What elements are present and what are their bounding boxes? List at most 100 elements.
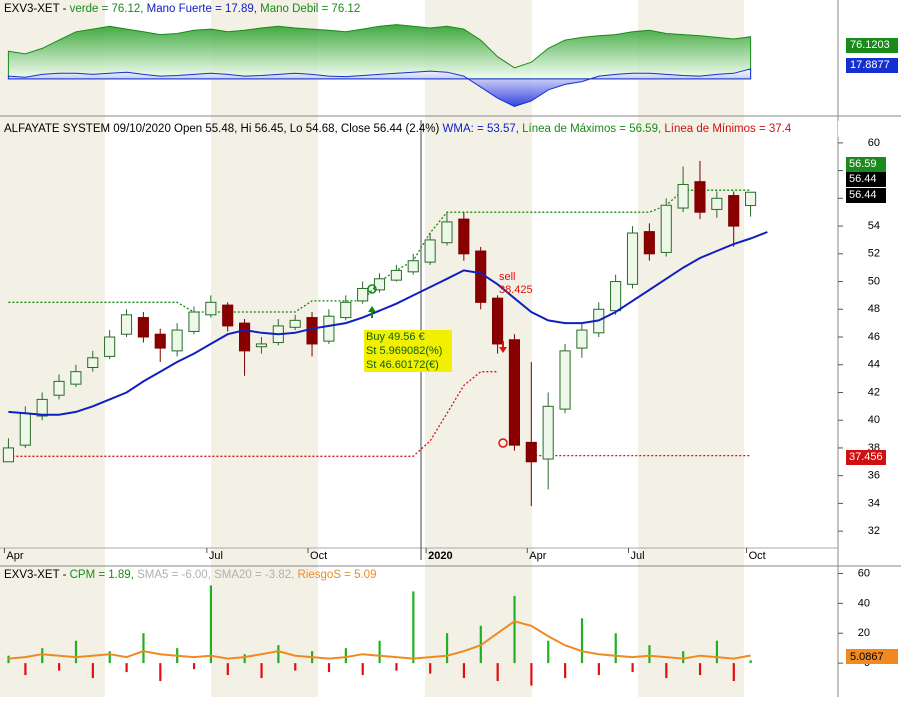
buy-box: [364, 330, 452, 372]
candle-body: [70, 371, 82, 385]
header-segment: Mano Fuerte = 17.89,: [147, 3, 260, 15]
y-tick-label: 46: [868, 331, 880, 343]
candle-body: [36, 398, 48, 417]
cpm-bar: [361, 663, 364, 676]
buy-arrow: [368, 306, 376, 318]
min-line: [8, 371, 751, 457]
header-segment: EXV3-XET -: [4, 569, 70, 581]
header-segment: ALFAYATE SYSTEM 09/10/2020 Open 55.48, H…: [4, 123, 443, 135]
candle-body: [239, 322, 251, 352]
cpm-bar: [395, 663, 398, 671]
value-badge: [846, 649, 898, 664]
y-tick-label: 50: [868, 275, 880, 287]
badge-text: 56.59: [849, 158, 877, 170]
cpm-bar: [277, 645, 280, 664]
cpm-bar: [564, 663, 567, 679]
panel-header: EXV3-XET - verde = 76.12, Mano Fuerte = …: [4, 3, 360, 15]
candle-body: [340, 301, 352, 319]
cpm-bar: [429, 663, 432, 674]
header-segment: Línea de Mínimos = 37.4: [664, 123, 792, 135]
cpm-bar: [580, 618, 584, 664]
cpm-bar: [412, 591, 415, 664]
candle-body: [441, 221, 453, 244]
riesgo-line: [8, 620, 751, 660]
mano_fuerte-area: [7, 68, 752, 108]
cpm-bar: [530, 663, 533, 686]
candle-body: [458, 218, 470, 255]
cpm-bar: [513, 595, 516, 664]
cpm-bar: [24, 663, 27, 676]
header-segment: EXV3-XET -: [4, 3, 70, 15]
sell-arrow: [499, 341, 507, 353]
badge-text: 56.44: [849, 189, 877, 201]
badge-text: 5.0867: [850, 651, 884, 663]
candle-body: [492, 297, 504, 345]
y-tick-label: 54: [868, 220, 880, 232]
candle-body: [728, 195, 740, 227]
candle-body: [255, 343, 267, 348]
y-tick-label: 36: [868, 470, 880, 482]
cpm-bar: [294, 663, 297, 671]
candle-body: [576, 329, 588, 349]
value-badge: [846, 172, 886, 187]
y-tick-label: 20: [858, 627, 870, 639]
cpm-bar: [378, 640, 381, 664]
y-tick-label: 34: [868, 497, 880, 509]
header-segment: WMA: = 53.57,: [443, 123, 523, 135]
cpm-bar: [547, 640, 550, 664]
cpm-bar: [74, 640, 78, 664]
y-tick-label: 42: [868, 386, 880, 398]
header-segment: RiesgoS = 5.09: [298, 569, 377, 581]
cpm-bar: [58, 663, 61, 671]
x-tick-label: Apr: [6, 550, 23, 562]
x-tick-label: Oct: [310, 550, 327, 562]
candle-body: [289, 319, 301, 328]
cpm-bar: [614, 633, 617, 664]
candle-body: [390, 269, 402, 281]
candle-body: [154, 333, 166, 349]
badge-text: 56.44: [849, 173, 877, 185]
x-tick-label: Oct: [749, 550, 766, 562]
buy-label: St 5.969082(%): [366, 345, 442, 357]
y-tick-label: 60: [858, 567, 870, 579]
candle-body: [711, 197, 723, 210]
buy-label: Buy 49.56 €: [366, 331, 425, 343]
x-tick-label: Apr: [529, 550, 546, 562]
header-segment: SMA5 = -6.00,: [137, 569, 214, 581]
value-badge: [846, 38, 898, 53]
candle-body: [677, 183, 689, 209]
x-tick-label: Jul: [209, 550, 223, 562]
candle-body: [87, 357, 99, 369]
cpm-bar: [631, 663, 634, 673]
header-segment: CPM = 1.89,: [70, 569, 137, 581]
value-badge: [846, 450, 886, 465]
header-clip: [838, 121, 901, 137]
candle-body: [373, 278, 386, 291]
candle-body: [525, 441, 537, 463]
x-tick-label: Jul: [631, 550, 645, 562]
panel-header: ALFAYATE SYSTEM 09/10/2020 Open 55.48, H…: [4, 123, 792, 135]
candle-body: [188, 311, 200, 332]
candle-body: [222, 304, 234, 327]
candle-body: [19, 412, 31, 446]
buy-marker: [367, 284, 377, 294]
badge-text: 76.1203: [850, 39, 890, 51]
cpm-bar: [327, 663, 331, 673]
cpm-bar: [142, 633, 145, 664]
cpm-bar: [108, 651, 111, 664]
header-segment: verde = 76.12,: [70, 3, 147, 15]
sell-label: sell: [499, 271, 516, 283]
cpm-bar: [209, 585, 213, 664]
y-tick-label: 40: [868, 414, 880, 426]
candle-body: [104, 336, 116, 357]
cpm-bar: [682, 651, 685, 664]
candle-body: [559, 350, 571, 410]
cpm-bar: [344, 648, 347, 664]
verde-area: [7, 24, 752, 80]
candle-body: [53, 380, 65, 396]
cpm-bar: [91, 663, 94, 679]
cpm-bar: [260, 663, 263, 679]
candle-body: [610, 281, 622, 312]
cpm-bar: [243, 654, 246, 664]
cpm-bar: [192, 663, 196, 670]
